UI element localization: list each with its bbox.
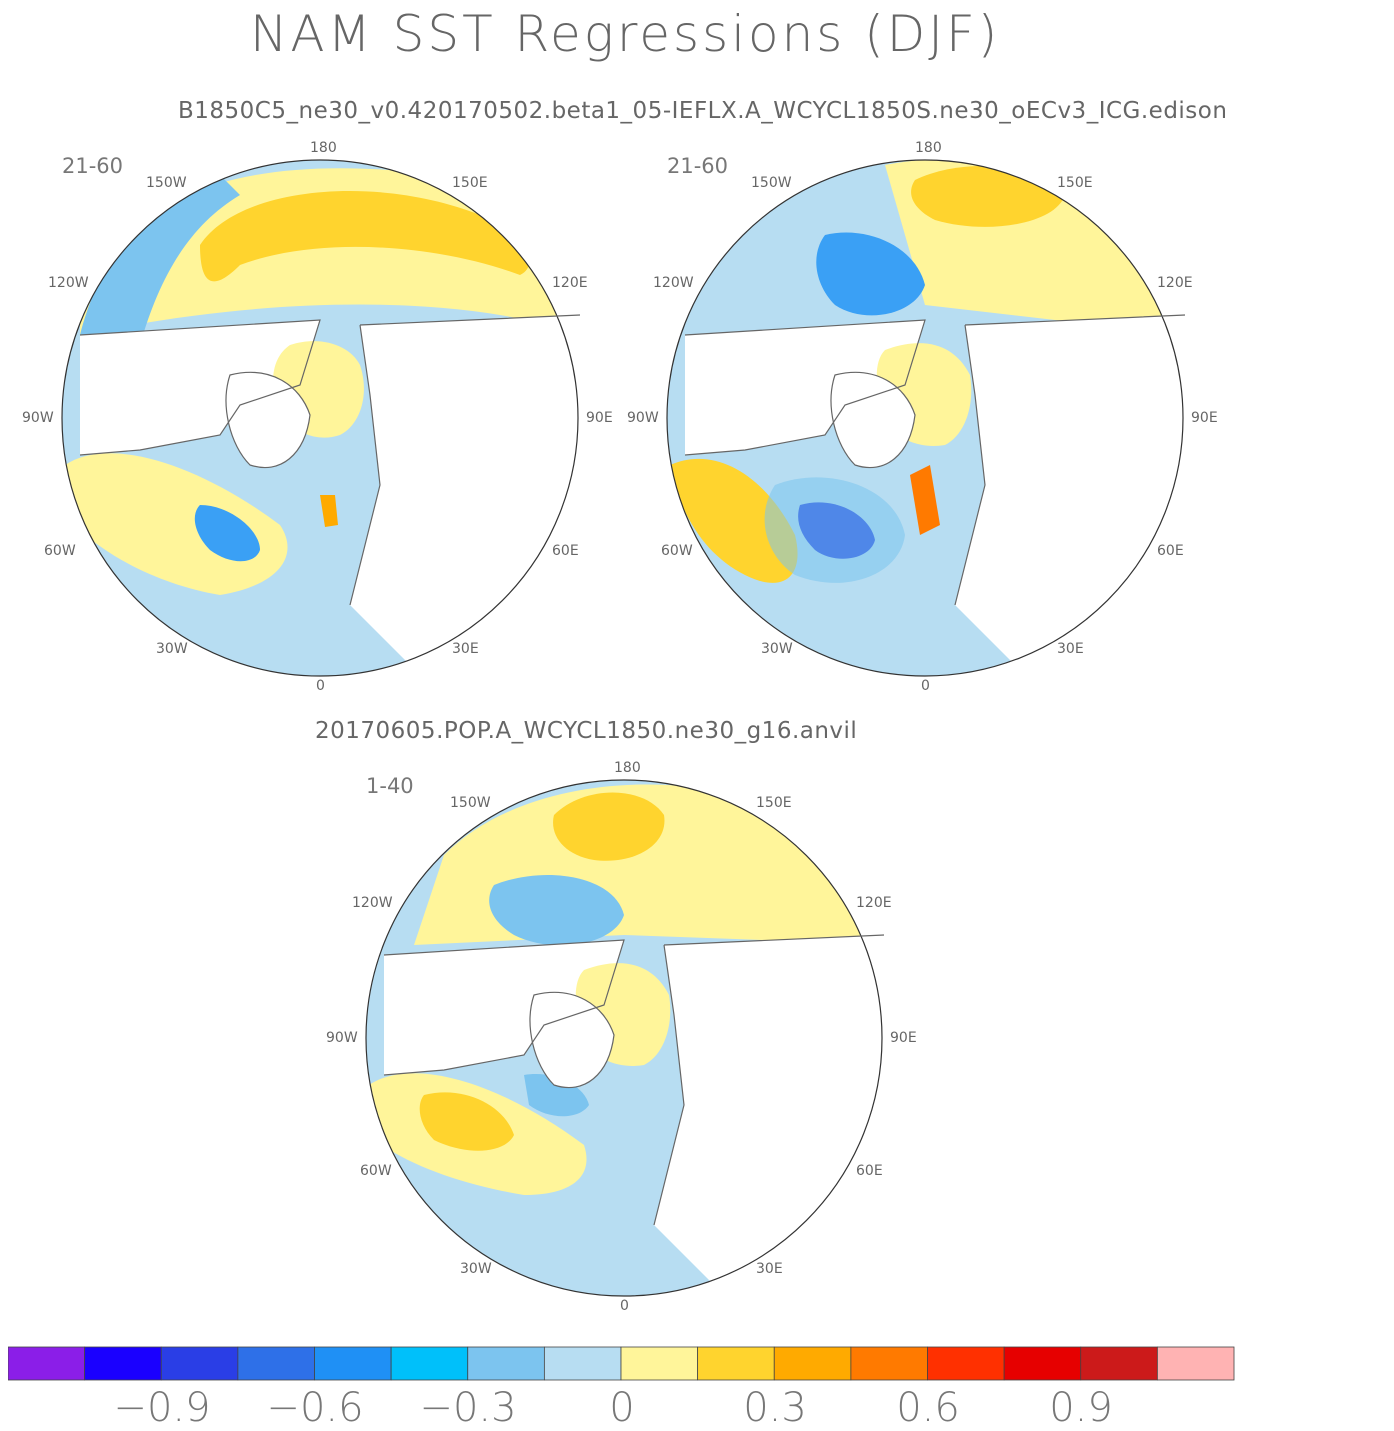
lon-label-180: 180 xyxy=(915,140,942,156)
lon-label-120e: 120E xyxy=(1157,275,1193,291)
lon-label-60w: 60W xyxy=(360,1163,392,1179)
field-land-eurasia xyxy=(350,315,578,675)
lon-label-180: 180 xyxy=(310,140,337,156)
colorbar-swatch-14 xyxy=(1080,1346,1158,1381)
lon-label-30e: 30E xyxy=(756,1261,783,1277)
lon-label-0: 0 xyxy=(620,1298,629,1314)
colorbar-label-zero: 0 xyxy=(609,1385,635,1431)
colorbar-swatch-1 xyxy=(84,1346,162,1381)
colorbar-swatch-11 xyxy=(850,1346,928,1381)
coastline-outline xyxy=(79,314,581,606)
field-pos2-hotspot xyxy=(320,495,338,527)
lon-label-120w: 120W xyxy=(352,895,393,911)
subtitle-top-runs: B1850C5_ne30_v0.420170502.beta1_05-IEFLX… xyxy=(178,98,1228,124)
field-pos1-subtropical xyxy=(419,1092,514,1151)
colorbar-swatch-0 xyxy=(8,1346,86,1381)
panel-years-label: 21-60 xyxy=(667,154,728,178)
field-land-greenland xyxy=(831,372,915,468)
colorbar-label-neg0.3: −0.3 xyxy=(419,1385,517,1431)
lon-label-150w: 150W xyxy=(450,795,491,811)
lon-label-0: 0 xyxy=(316,678,325,694)
lon-label-60e: 60E xyxy=(1157,543,1184,559)
field-neg1-subpolar-ring xyxy=(764,477,905,583)
lon-label-120w: 120W xyxy=(48,275,89,291)
map-boundary xyxy=(666,159,1184,677)
field-land-greenland xyxy=(530,992,614,1088)
field-pos1-pacific xyxy=(553,792,665,861)
colorbar-swatch-5 xyxy=(390,1346,469,1381)
coastline-outline xyxy=(684,314,1186,606)
colorbar-label-neg0.9: −0.9 xyxy=(113,1385,211,1431)
colorbar-swatch-9 xyxy=(697,1346,775,1381)
lon-label-90e: 90E xyxy=(586,410,613,426)
colorbar-swatch-6 xyxy=(467,1346,545,1381)
lon-label-90w: 90W xyxy=(326,1030,358,1046)
lon-label-150e: 150E xyxy=(452,175,488,191)
colorbar-swatch-8 xyxy=(620,1346,699,1381)
field-neg2-labrador xyxy=(194,505,260,562)
lon-label-180: 180 xyxy=(614,760,641,776)
lon-label-60e: 60E xyxy=(552,543,579,559)
colorbar-swatch-3 xyxy=(237,1346,315,1381)
colorbar-label-0.9: 0.9 xyxy=(1049,1385,1113,1431)
lon-label-30w: 30W xyxy=(460,1261,492,1277)
lon-label-0: 0 xyxy=(921,678,930,694)
lon-label-150e: 150E xyxy=(1057,175,1093,191)
field-pos3-norway xyxy=(910,465,940,535)
panel-years-label: 21-60 xyxy=(62,154,123,178)
lon-label-60w: 60W xyxy=(44,543,76,559)
field-land-eurasia xyxy=(955,315,1183,675)
map-panel-bottom: 1-40 180 150E 120E 90E 60E 30E 0 30W 60W… xyxy=(326,760,917,1314)
field-land-north-america xyxy=(80,320,320,455)
colorbar-swatch-4 xyxy=(314,1346,392,1381)
map-panel-left: 21-60 180 150E 120E 90E 60E 30E 0 30W 60… xyxy=(22,140,613,694)
field-neg2-bering xyxy=(816,232,925,316)
colorbar-swatch-15 xyxy=(1156,1346,1235,1381)
field-pos1-pacific xyxy=(200,191,530,282)
lon-label-150w: 150W xyxy=(751,175,792,191)
lon-label-30e: 30E xyxy=(1057,641,1084,657)
colorbar-swatch-12 xyxy=(927,1346,1005,1381)
panel-years-label: 1-40 xyxy=(366,774,414,798)
map-panel-right: 21-60 180 150E 120E 90E 60E 30E 0 30W 60… xyxy=(627,140,1218,694)
lon-label-150w: 150W xyxy=(146,175,187,191)
lon-label-60w: 60W xyxy=(661,543,693,559)
colorbar-label-0.6: 0.6 xyxy=(896,1385,960,1431)
lon-label-120e: 120E xyxy=(552,275,588,291)
field-land-eurasia xyxy=(654,935,882,1295)
colorbar-label-0.3: 0.3 xyxy=(743,1385,807,1431)
coastline-outline xyxy=(383,934,885,1226)
field-neg1-westpac xyxy=(80,175,240,345)
figure-title: NAM SST Regressions (DJF) xyxy=(250,5,1001,63)
lon-label-30w: 30W xyxy=(156,641,188,657)
colorbar-swatch-10 xyxy=(773,1346,852,1381)
colorbar-label-neg0.6: −0.6 xyxy=(266,1385,364,1431)
field-land-north-america xyxy=(685,320,925,455)
lon-label-150e: 150E xyxy=(756,795,792,811)
colorbar-swatch-13 xyxy=(1003,1346,1082,1381)
lon-label-60e: 60E xyxy=(856,1163,883,1179)
lon-label-30w: 30W xyxy=(761,641,793,657)
lon-label-30e: 30E xyxy=(452,641,479,657)
colorbar-swatch-2 xyxy=(160,1346,239,1381)
lon-label-120w: 120W xyxy=(653,275,694,291)
field-land-north-america xyxy=(384,940,624,1075)
lon-label-90e: 90E xyxy=(890,1030,917,1046)
field-neg1-bering xyxy=(489,875,624,946)
lon-label-90w: 90W xyxy=(22,410,54,426)
lon-label-120e: 120E xyxy=(856,895,892,911)
map-boundary xyxy=(61,159,579,677)
colorbar xyxy=(8,1346,1235,1381)
subtitle-bottom-run: 20170605.POP.A_WCYCL1850.ne30_g16.anvil xyxy=(315,718,858,744)
colorbar-swatch-7 xyxy=(543,1346,622,1381)
field-pos1-atlantic xyxy=(670,458,798,583)
lon-label-90e: 90E xyxy=(1191,410,1218,426)
map-boundary xyxy=(365,779,883,1297)
lon-label-90w: 90W xyxy=(627,410,659,426)
field-land-greenland xyxy=(226,372,310,468)
